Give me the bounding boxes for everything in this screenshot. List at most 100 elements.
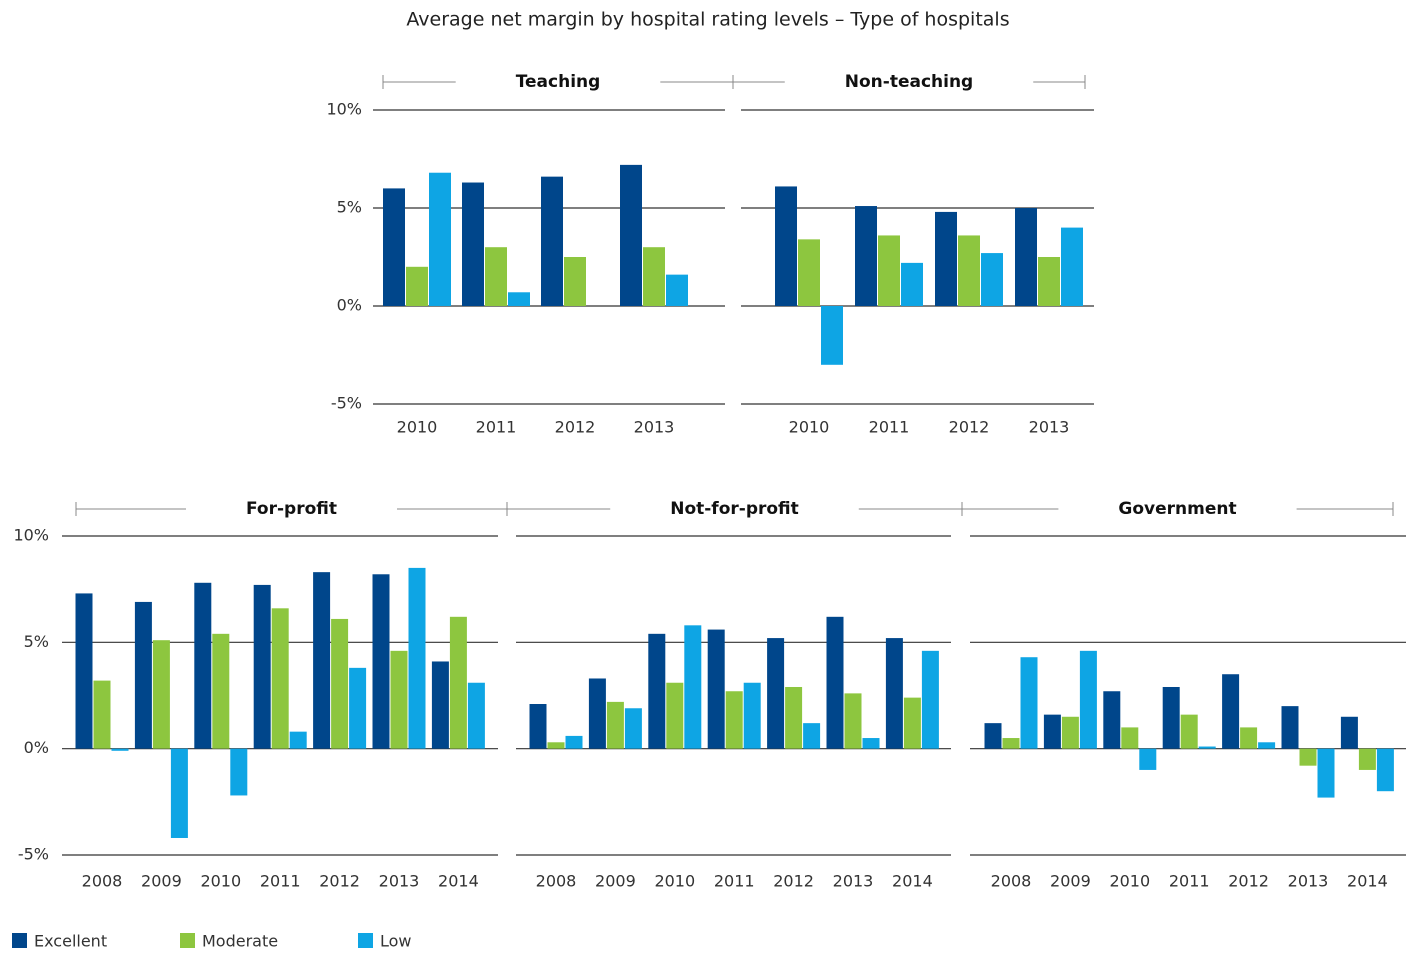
bar: [1281, 706, 1299, 749]
x-tick-label: 2012: [1228, 872, 1269, 891]
bar: [547, 742, 565, 749]
bar: [289, 731, 307, 749]
bar: [798, 239, 820, 306]
x-tick-label: 2013: [1288, 872, 1329, 891]
bar: [111, 748, 129, 751]
bar: [462, 182, 484, 306]
legend-swatch: [358, 933, 373, 948]
bar: [803, 723, 821, 749]
header-gap: [455, 72, 661, 92]
bar: [624, 708, 642, 749]
bar: [75, 593, 93, 749]
bar: [1061, 227, 1083, 306]
x-tick-label: 2013: [379, 872, 420, 891]
bar: [449, 616, 467, 749]
x-tick-label: 2010: [200, 872, 241, 891]
bar: [878, 235, 900, 306]
panel-title: Not-for-profit: [670, 499, 799, 519]
bar: [903, 697, 921, 749]
bar: [725, 691, 743, 749]
bar: [620, 164, 642, 306]
bar: [844, 693, 862, 749]
bar: [648, 633, 666, 749]
bar: [1061, 716, 1079, 749]
x-tick-label: 2008: [991, 872, 1032, 891]
x-tick-label: 2013: [833, 872, 874, 891]
header-gap: [1058, 499, 1297, 519]
bar: [1198, 746, 1216, 749]
x-tick-label: 2008: [82, 872, 123, 891]
x-tick-label: 2010: [1109, 872, 1150, 891]
bar: [901, 262, 923, 306]
x-tick-label: 2009: [141, 872, 182, 891]
y-tick-label: -5%: [18, 845, 49, 864]
header-gap: [784, 72, 1034, 92]
bar: [349, 667, 367, 749]
y-tick-label: 10%: [326, 100, 362, 119]
panel-title: Non-teaching: [845, 72, 973, 92]
bar: [194, 582, 212, 749]
bar: [1180, 714, 1198, 749]
x-tick-label: 2012: [949, 418, 990, 437]
bar: [541, 176, 563, 306]
bar: [862, 738, 880, 749]
bar: [271, 608, 289, 749]
header-gap: [185, 499, 398, 519]
legend-swatch: [12, 933, 27, 948]
bar: [565, 735, 583, 749]
bar: [885, 638, 903, 749]
header-gap: [610, 499, 859, 519]
x-tick-label: 2010: [397, 418, 438, 437]
x-tick-label: 2014: [1347, 872, 1388, 891]
bar: [1121, 727, 1139, 749]
bar: [684, 625, 702, 749]
bar: [921, 650, 939, 749]
x-tick-label: 2011: [260, 872, 301, 891]
x-tick-label: 2011: [714, 872, 755, 891]
bar: [1317, 748, 1335, 798]
bar: [230, 748, 248, 796]
legend-label: Low: [380, 932, 412, 951]
y-tick-label: 0%: [337, 296, 362, 315]
y-tick-label: -5%: [331, 394, 362, 413]
bar: [785, 686, 803, 749]
bar: [643, 247, 665, 306]
y-tick-label: 5%: [24, 632, 49, 651]
bar: [1358, 748, 1376, 770]
x-tick-label: 2014: [892, 872, 933, 891]
bar: [212, 633, 230, 749]
x-tick-label: 2014: [438, 872, 479, 891]
bar: [564, 257, 586, 306]
bar: [390, 650, 408, 749]
bar: [1376, 748, 1394, 792]
bar: [467, 682, 485, 749]
x-tick-label: 2013: [634, 418, 675, 437]
bar: [1079, 650, 1097, 749]
bar: [372, 574, 390, 749]
bar: [743, 682, 761, 749]
bar: [826, 616, 844, 749]
bar: [1340, 716, 1358, 749]
bar: [1103, 691, 1121, 749]
bar: [707, 629, 725, 749]
bar: [408, 567, 426, 749]
bar: [1002, 738, 1020, 749]
bar: [429, 172, 451, 306]
bar: [331, 618, 349, 749]
bar: [383, 188, 405, 306]
x-tick-label: 2012: [319, 872, 360, 891]
bar: [606, 701, 624, 749]
bar: [588, 678, 606, 749]
legend-label: Moderate: [202, 932, 278, 951]
chart-title: Average net margin by hospital rating le…: [406, 9, 1009, 31]
x-tick-label: 2009: [595, 872, 636, 891]
bar: [1258, 742, 1276, 749]
bar: [666, 274, 688, 306]
bar: [981, 253, 1003, 306]
x-tick-label: 2009: [1050, 872, 1091, 891]
legend-label: Excellent: [34, 932, 107, 951]
bar: [984, 723, 1002, 749]
bar: [406, 266, 428, 306]
bar: [1299, 748, 1317, 766]
